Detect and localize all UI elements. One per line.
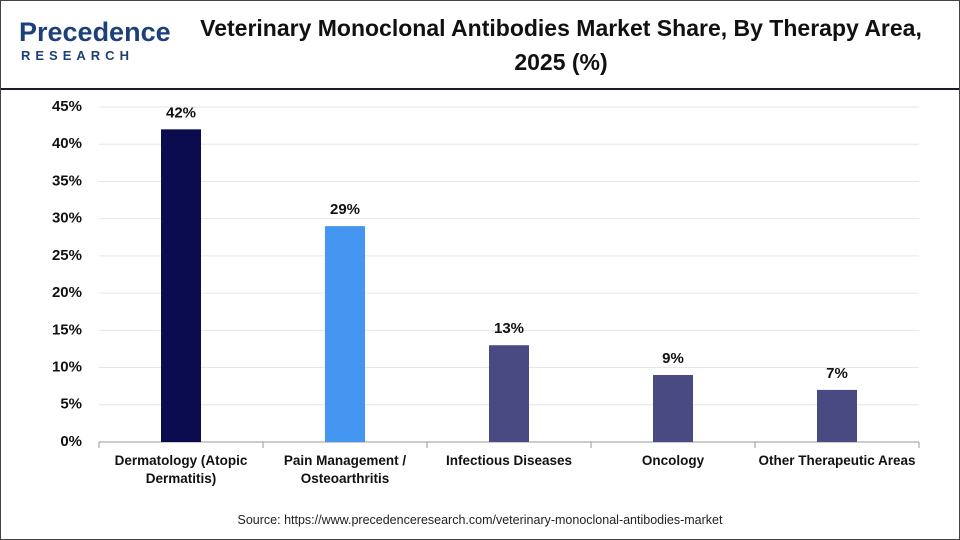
value-label: 7% <box>826 365 848 382</box>
y-tick-label: 40% <box>52 135 82 152</box>
y-tick-label: 30% <box>52 210 82 227</box>
header-rule <box>1 88 959 90</box>
y-tick-label: 45% <box>52 98 82 115</box>
bar <box>489 345 529 442</box>
x-tick-label: Dermatology (Atopic Dermatitis) <box>114 453 248 486</box>
bar <box>161 129 201 443</box>
value-label: 42% <box>166 104 196 121</box>
x-tick-label: Other Therapeutic Areas <box>758 453 916 468</box>
y-tick-label: 35% <box>52 172 82 189</box>
x-tick-label: Infectious Diseases <box>445 453 573 468</box>
bar <box>325 226 365 442</box>
x-tick-label: Oncology <box>641 453 705 468</box>
y-tick-label: 10% <box>52 359 82 376</box>
logo-name: Precedence <box>19 17 171 47</box>
y-tick-label: 5% <box>60 396 82 413</box>
logo-tagline: RESEARCH <box>21 48 134 63</box>
source-note: Source: https://www.precedenceresearch.c… <box>237 513 723 527</box>
y-tick-label: 0% <box>60 433 82 450</box>
x-tick-label: Pain Management / Osteoarthritis <box>283 453 407 486</box>
bar <box>653 375 693 442</box>
y-tick-label: 25% <box>52 247 82 264</box>
value-label: 29% <box>330 201 360 218</box>
chart-title: Veterinary Monoclonal Antibodies Market … <box>200 15 922 75</box>
value-label: 13% <box>494 320 524 337</box>
y-tick-label: 20% <box>52 284 82 301</box>
bar <box>817 389 857 442</box>
value-label: 9% <box>662 350 684 367</box>
y-tick-label: 15% <box>52 321 82 338</box>
